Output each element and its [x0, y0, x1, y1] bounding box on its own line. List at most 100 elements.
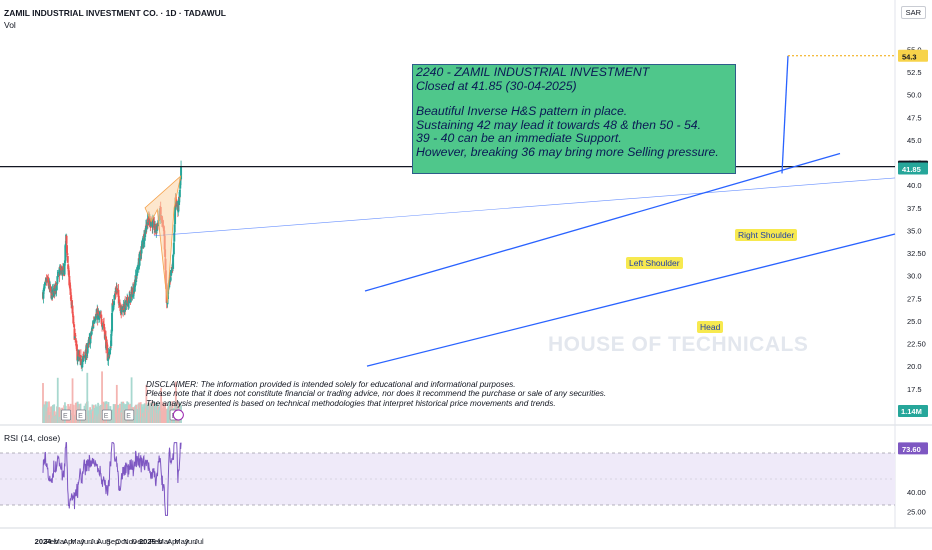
candle-body	[111, 312, 114, 332]
candle-body	[73, 335, 76, 339]
candle-body	[63, 263, 66, 275]
candle-body	[172, 242, 175, 255]
price-tick-label: 17.5	[907, 385, 922, 394]
note-line-6: However, breaking 36 may bring more Sell…	[416, 144, 719, 159]
volume-bar	[120, 401, 123, 423]
rsi-current-tag: 73.60	[902, 445, 921, 454]
candle-body	[117, 289, 120, 297]
candle-body	[49, 286, 52, 291]
candle-body	[178, 196, 181, 205]
time-tick-label: Aug	[97, 537, 110, 546]
candle-body	[66, 253, 69, 256]
volume-bar	[72, 405, 75, 423]
disclaimer-line-3: The analysis presented is based on techn…	[146, 398, 556, 408]
candle-body	[69, 288, 72, 295]
analysis-note: 2240 - ZAMIL INDUSTRIAL INVESTMENT Close…	[412, 64, 736, 174]
disclaimer: DISCLAIMER: The information provided is …	[146, 380, 606, 408]
volume-bar	[52, 404, 54, 423]
volume-bar	[162, 403, 165, 423]
candle-body	[126, 297, 129, 304]
current-price-tag: 41.85	[902, 165, 921, 174]
candle-body	[110, 333, 113, 346]
price-tick-label: 27.5	[907, 294, 922, 303]
price-tick-label: 35.0	[907, 226, 922, 235]
time-tick-label: Jun	[184, 537, 196, 546]
price-tick-label: 22.50	[907, 340, 926, 349]
price-tick-label: 30.0	[907, 272, 922, 281]
time-tick-label: Oct	[115, 537, 128, 546]
rsi-title: RSI (14, close)	[4, 433, 61, 443]
time-tick-label: Dec	[132, 537, 146, 546]
watermark: HOUSE OF TECHNICALS	[548, 333, 809, 356]
price-tick-label: 47.5	[907, 113, 922, 122]
dividend-marker	[172, 409, 184, 421]
time-tick-label: Feb	[150, 537, 163, 546]
target-price-tag: 54.3	[902, 52, 917, 61]
candle-body	[78, 354, 81, 358]
earnings-marker	[101, 409, 112, 421]
time-tick-label: Jun	[80, 537, 92, 546]
candle-body	[84, 350, 87, 361]
channel-lower-line	[366, 233, 896, 367]
volume-bar	[42, 383, 44, 423]
candle-body	[64, 245, 67, 261]
volume-bar	[71, 378, 74, 423]
candle-body	[103, 323, 106, 328]
earnings-marker	[124, 409, 135, 421]
candle-body	[47, 277, 50, 283]
earnings-marker	[61, 409, 71, 421]
volume-bar	[150, 402, 153, 423]
earnings-marker-letter: E	[126, 413, 131, 420]
time-tick-label: Apr	[63, 537, 75, 546]
candle-body	[109, 346, 112, 351]
candle-body	[138, 252, 141, 261]
channel-upper-line	[364, 152, 841, 292]
volume-label: Vol	[4, 20, 16, 30]
time-tick-label: May	[174, 537, 188, 546]
note-line-1: 2240 - ZAMIL INDUSTRIAL INVESTMENT	[416, 65, 650, 79]
inverse-head-shoulders-pattern	[144, 174, 182, 303]
volume-bar	[145, 385, 148, 423]
target-projection-line	[781, 55, 789, 174]
candle-body	[136, 267, 139, 276]
disclaimer-line-1: DISCLAIMER: The information provided is …	[146, 380, 516, 389]
target-price-tag-bg	[898, 49, 928, 62]
price-tick-label: 37.5	[907, 204, 922, 213]
long-trendline	[153, 177, 896, 237]
earnings-marker-letter: E	[78, 413, 83, 420]
candle-body	[66, 255, 69, 263]
note-line-3: Beautiful Inverse H&S pattern in place.	[416, 104, 628, 118]
rsi-tick-label: 40.00	[907, 488, 926, 497]
head-label: Head	[697, 321, 724, 333]
candle-body	[174, 205, 177, 225]
volume-bar	[101, 371, 103, 423]
candle-body	[75, 344, 78, 351]
price-tick-label: 50.0	[907, 91, 922, 100]
rsi-tag-bg	[898, 442, 928, 455]
earnings-marker-letter: E	[63, 413, 68, 420]
volume-bar	[130, 377, 133, 423]
left-shoulder-label: Left Shoulder	[626, 257, 683, 269]
candle-body	[80, 359, 83, 366]
time-tick-label: Nov	[123, 537, 137, 546]
candle-body	[133, 285, 136, 292]
candle-body	[113, 301, 116, 305]
candle-body	[72, 315, 75, 324]
candle-body	[74, 338, 77, 343]
candle-body	[117, 295, 120, 304]
volume-bar	[48, 401, 50, 423]
time-tick-label: Jul	[194, 537, 204, 546]
currency-badge[interactable]: SAR	[900, 6, 926, 19]
note-line-5: 39 - 40 can be an immediate Support.	[416, 131, 622, 145]
candle-body	[55, 282, 58, 291]
price-tick-label: 25.0	[907, 317, 922, 326]
volume-bar	[58, 407, 61, 423]
time-tick-label: Mar	[158, 537, 171, 546]
price-tick-label: 40.0	[907, 181, 922, 190]
candle-body	[170, 266, 173, 272]
candle-body	[73, 324, 76, 328]
time-tick-label: Apr	[167, 537, 179, 546]
rsi-tick-label: 25.00	[907, 508, 926, 517]
volume-bar	[115, 384, 118, 423]
